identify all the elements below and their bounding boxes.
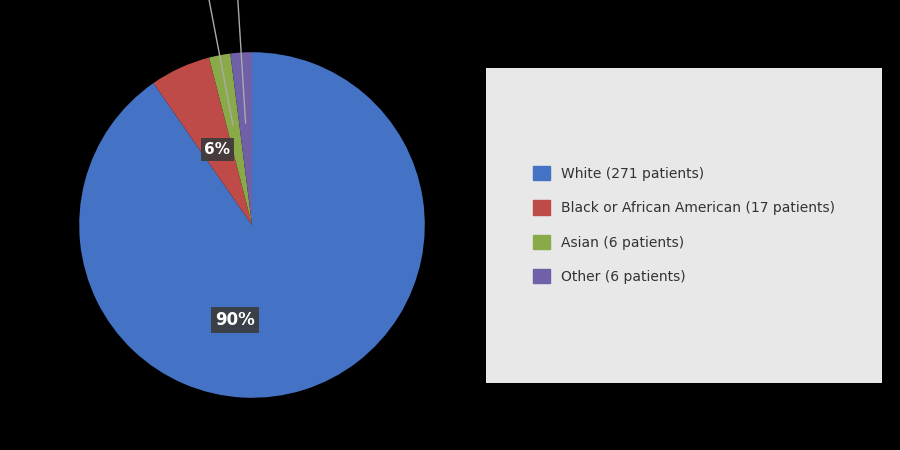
Legend: White (271 patients), Black or African American (17 patients), Asian (6 patients: White (271 patients), Black or African A… xyxy=(517,149,851,301)
Wedge shape xyxy=(79,52,425,398)
Text: 2%: 2% xyxy=(224,0,248,123)
Text: 2%: 2% xyxy=(194,0,233,125)
Text: 90%: 90% xyxy=(215,311,255,329)
Text: 6%: 6% xyxy=(204,142,230,157)
Wedge shape xyxy=(153,58,252,225)
Wedge shape xyxy=(209,54,252,225)
Wedge shape xyxy=(230,52,252,225)
